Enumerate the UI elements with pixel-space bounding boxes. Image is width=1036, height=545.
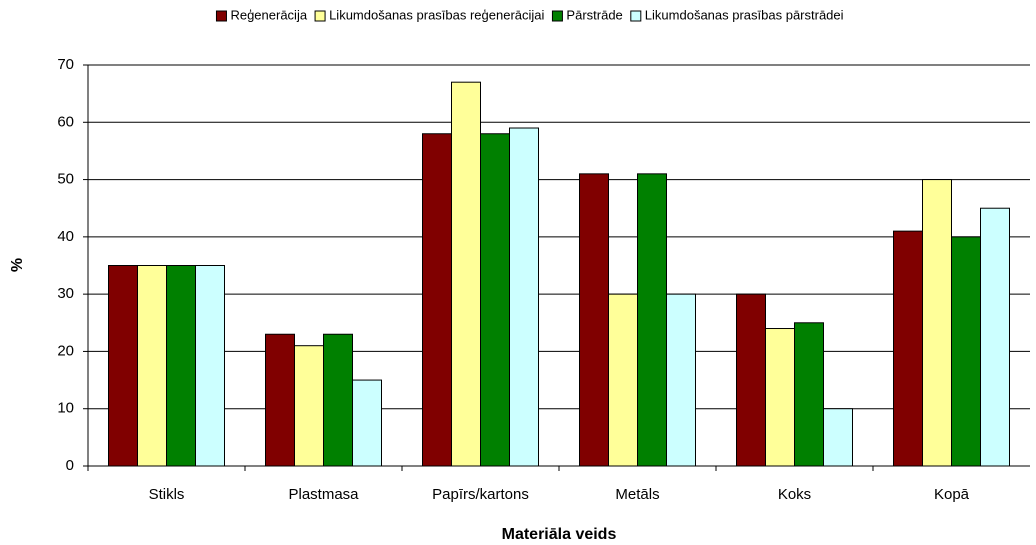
bar — [323, 333, 353, 467]
x-tick-label: Koks — [778, 486, 811, 503]
bar — [352, 379, 382, 467]
bar — [765, 328, 795, 467]
bar — [195, 265, 225, 467]
bar — [666, 293, 696, 467]
bar — [736, 293, 766, 467]
bar — [137, 265, 167, 467]
y-tick-label: 40 — [57, 228, 74, 245]
legend-swatch — [314, 10, 326, 22]
legend-swatch — [551, 10, 563, 22]
legend-label: Likumdošanas prasības reģenerācijai — [329, 7, 544, 22]
y-tick-label: 0 — [66, 457, 74, 474]
bar — [637, 173, 667, 467]
legend-label: Likumdošanas prasības pārstrādei — [645, 7, 844, 22]
bar — [422, 133, 452, 467]
bar — [951, 236, 981, 467]
bar — [480, 133, 510, 467]
y-tick-label: 20 — [57, 342, 74, 359]
bar — [980, 207, 1010, 467]
legend-swatch — [630, 10, 642, 22]
bar — [509, 127, 539, 467]
legend: Reģenerācija Likumdošanas prasības reģene… — [215, 7, 844, 22]
bar — [108, 265, 138, 467]
bar — [794, 322, 824, 467]
x-axis-title: Materiāla veids — [502, 526, 617, 543]
y-tick-label: 30 — [57, 285, 74, 302]
bar — [893, 230, 923, 467]
legend-swatch — [215, 10, 227, 22]
bar — [579, 173, 609, 467]
bar — [823, 408, 853, 467]
y-tick-label: 50 — [57, 171, 74, 188]
x-tick-label: Metāls — [615, 486, 659, 503]
bar — [294, 345, 324, 467]
x-tick-label: Kopā — [934, 486, 970, 503]
bar — [166, 265, 196, 467]
bar — [922, 179, 952, 467]
legend-label: Pārstrāde — [566, 7, 622, 22]
x-tick-label: Stikls — [149, 486, 185, 503]
y-axis-title: % — [9, 258, 26, 272]
y-tick-label: 60 — [57, 113, 74, 130]
x-tick-label: Plastmasa — [288, 486, 359, 503]
bar — [608, 293, 638, 467]
legend-label: Reģenerācija — [230, 7, 307, 22]
bar — [451, 81, 481, 467]
y-tick-label: 70 — [57, 56, 74, 73]
bar — [265, 333, 295, 467]
y-tick-label: 10 — [57, 400, 74, 417]
x-tick-label: Papīrs/kartons — [432, 486, 529, 503]
